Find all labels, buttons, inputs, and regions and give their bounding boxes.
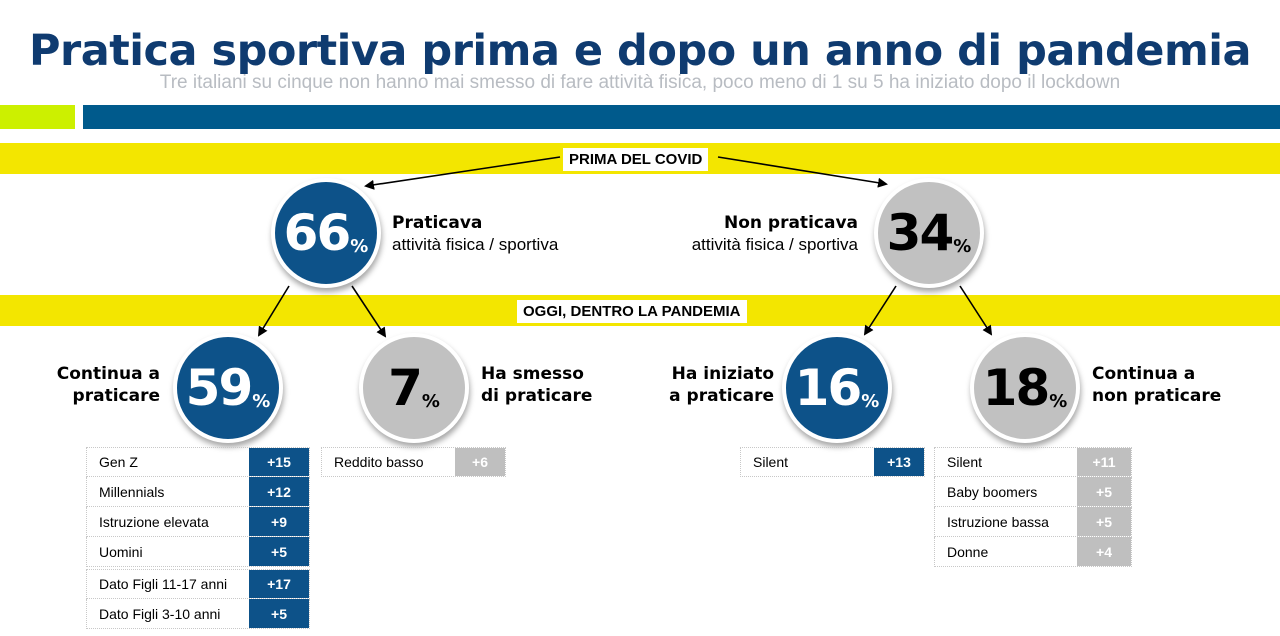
iniziato-value: 16 <box>794 359 863 417</box>
non-praticare-table: Silent +11 Baby boomers +5 Istruzione bass… <box>934 447 1132 567</box>
row-value: +5 <box>249 537 309 566</box>
band-oggi-label: OGGI, DENTRO LA PANDEMIA <box>517 300 747 323</box>
smesso-value: 7 <box>388 359 423 417</box>
continua-table: Gen Z +15 Millennials +12 Istruzione eleva… <box>86 447 310 567</box>
non-praticava-label-sub: attività fisica / sportiva <box>691 235 858 254</box>
row-value: +11 <box>1077 448 1131 476</box>
non-praticava-label-bold: Non praticava <box>723 213 858 233</box>
row-label: Dato Figli 3-10 anni <box>99 605 221 622</box>
praticava-label-sub: attività fisica / sportiva <box>392 235 559 254</box>
row-value: +12 <box>249 477 309 506</box>
non-praticare-label-line1: Continua a <box>1092 364 1196 384</box>
row-label: Millennials <box>99 483 165 500</box>
row-value: +5 <box>249 599 309 628</box>
iniziato-unit: % <box>861 390 880 412</box>
continua-unit: % <box>252 390 271 412</box>
praticava-value: 66 <box>283 204 352 262</box>
row-value: +4 <box>1077 537 1131 566</box>
row-label: Istruzione elevata <box>99 513 209 530</box>
band-prima-label: PRIMA DEL COVID <box>563 148 709 171</box>
table-row: Istruzione elevata +9 <box>86 507 310 537</box>
row-value: +9 <box>249 507 309 536</box>
smesso-unit: % <box>421 390 440 412</box>
accent-bar-blue <box>83 105 1280 129</box>
non-praticare-unit: % <box>1049 390 1068 412</box>
smesso-label: Ha smesso di praticare <box>481 363 592 407</box>
page-title: Pratica sportiva prima e dopo un anno di… <box>28 26 1252 76</box>
arrow-prima-to-praticava <box>364 156 561 190</box>
row-value: +15 <box>249 448 309 476</box>
table-row: Baby boomers +5 <box>934 477 1132 507</box>
non-praticare-circle: 18% <box>970 333 1080 443</box>
iniziato-circle: 16% <box>782 333 892 443</box>
row-value: +13 <box>874 448 924 476</box>
non-praticare-label-line2: non praticare <box>1092 386 1222 406</box>
table-row: Dato Figli 3-10 anni +5 <box>86 599 310 629</box>
arrow-non-praticava-to-non-praticare <box>959 285 993 336</box>
non-praticava-label: Non praticava attività fisica / sportiva <box>660 212 858 256</box>
praticava-label-bold: Praticava <box>392 213 483 233</box>
table-row: Istruzione bassa +5 <box>934 507 1132 537</box>
smesso-label-line2: di praticare <box>481 386 593 406</box>
page-subtitle: Tre italiani su cinque non hanno mai sme… <box>159 72 1121 93</box>
table-row: Millennials +12 <box>86 477 310 507</box>
row-value: +5 <box>1077 507 1131 536</box>
accent-bar-green <box>0 105 75 129</box>
continua-label-line1: Continua a <box>56 364 160 384</box>
row-label: Uomini <box>99 543 143 560</box>
arrow-praticava-to-continua <box>257 285 290 337</box>
non-praticava-value: 34 <box>886 204 955 262</box>
smesso-circle: 7% <box>359 333 469 443</box>
non-praticare-value: 18 <box>982 359 1051 417</box>
iniziato-table: Silent +13 <box>740 447 925 477</box>
row-label: Istruzione bassa <box>947 513 1049 530</box>
continua-label: Continua a praticare <box>40 363 160 407</box>
continua-value: 59 <box>185 359 254 417</box>
table-row: Gen Z +15 <box>86 447 310 477</box>
arrow-non-praticava-to-iniziato <box>863 285 897 336</box>
row-label: Baby boomers <box>947 483 1038 500</box>
non-praticare-label: Continua a non praticare <box>1092 363 1221 407</box>
arrow-prima-to-non-praticava <box>717 156 888 188</box>
praticava-circle: 66% <box>271 178 381 288</box>
iniziato-label: Ha iniziato a praticare <box>650 363 774 407</box>
row-label: Donne <box>947 543 989 560</box>
smesso-table: Reddito basso +6 <box>321 447 506 477</box>
row-label: Gen Z <box>99 454 138 470</box>
row-label: Reddito basso <box>334 454 424 470</box>
arrow-praticava-to-smesso <box>351 285 387 338</box>
non-praticava-unit: % <box>953 235 972 257</box>
continua-table-figli: Dato Figli 11-17 anni +17 Dato Figli 3-10… <box>86 569 310 629</box>
table-row: Donne +4 <box>934 537 1132 567</box>
row-value: +5 <box>1077 477 1131 506</box>
non-praticava-circle: 34% <box>874 178 984 288</box>
praticava-unit: % <box>350 235 369 257</box>
row-value: +6 <box>455 448 505 476</box>
praticava-label: Praticava attività fisica / sportiva <box>392 212 558 256</box>
row-value: +17 <box>249 570 309 598</box>
table-row: Uomini +5 <box>86 537 310 567</box>
table-row: Dato Figli 11-17 anni +17 <box>86 569 310 599</box>
table-row: Silent +13 <box>740 447 925 477</box>
continua-label-line2: praticare <box>72 386 160 406</box>
row-label: Dato Figli 11-17 anni <box>99 576 228 592</box>
table-row: Reddito basso +6 <box>321 447 506 477</box>
row-label: Silent <box>753 454 789 470</box>
smesso-label-line1: Ha smesso <box>481 364 584 384</box>
table-row: Silent +11 <box>934 447 1132 477</box>
iniziato-label-line1: Ha iniziato <box>671 364 774 384</box>
continua-circle: 59% <box>173 333 283 443</box>
row-label: Silent <box>947 454 983 470</box>
iniziato-label-line2: a praticare <box>669 386 774 406</box>
